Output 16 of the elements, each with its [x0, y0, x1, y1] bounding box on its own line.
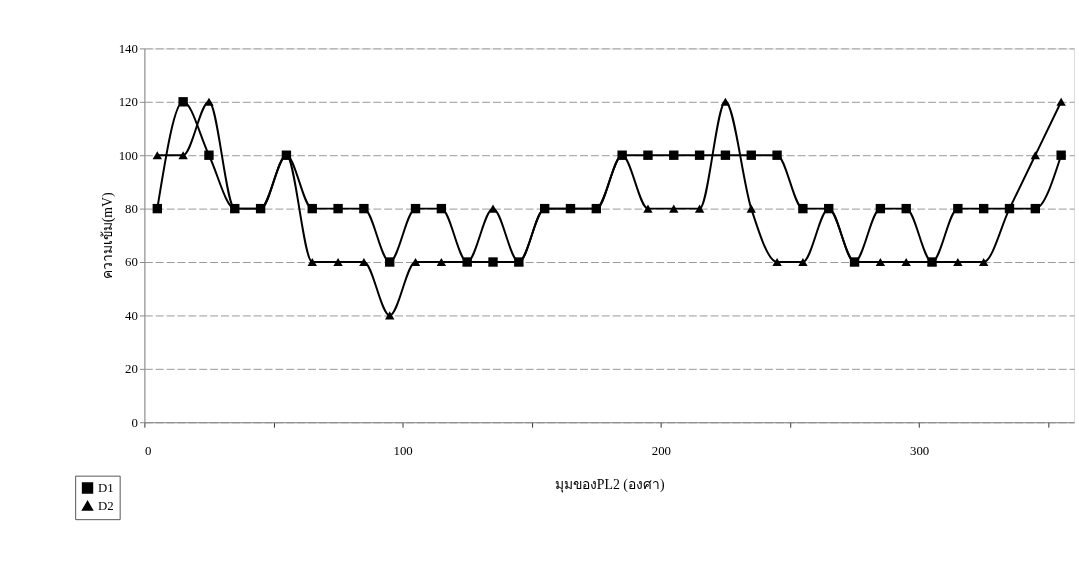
y-tick-label: 80 — [125, 202, 138, 217]
y-tick-label: 0 — [131, 415, 138, 430]
y-tick-label: 120 — [118, 95, 138, 110]
y-tick-label: 140 — [118, 41, 138, 56]
y-tick-label: 40 — [125, 308, 138, 323]
y-tick-label: 20 — [125, 362, 138, 377]
legend-label: D2 — [97, 498, 114, 513]
legend-label: D1 — [97, 480, 114, 495]
x-axis-title: มุมของPL2 (องศา) — [554, 477, 665, 493]
y-tick-label: 100 — [118, 148, 138, 163]
x-tick-label: 300 — [909, 444, 930, 459]
y-axis-title: ความเข้ม(mV) — [99, 192, 116, 280]
x-tick-label: 200 — [651, 444, 671, 459]
y-tick-label: 60 — [125, 255, 138, 270]
x-tick-label: 100 — [393, 444, 413, 459]
x-tick-label: 0 — [144, 444, 152, 459]
